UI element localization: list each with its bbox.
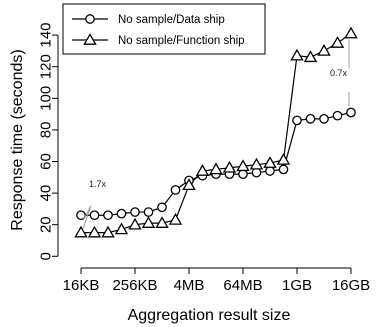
- x-tick-label: 16KB: [63, 277, 100, 294]
- data-point-triangle: [276, 153, 291, 165]
- data-point-triangle: [168, 213, 183, 225]
- plot-markers: [74, 26, 358, 238]
- annotation-arrow-line: [82, 205, 92, 229]
- annotation-arrow-line: [82, 205, 92, 221]
- annotation-label: 1.7x: [89, 179, 107, 189]
- legend-marker-triangle: [83, 33, 97, 45]
- data-point-triangle: [155, 216, 169, 228]
- data-point-circle: [305, 113, 316, 124]
- data-point-circle: [89, 210, 100, 221]
- data-point-triangle: [195, 164, 210, 176]
- data-point-triangle: [74, 225, 88, 238]
- data-point-circle: [292, 115, 302, 126]
- y-tick-label: 0: [38, 252, 55, 260]
- data-point-circle: [130, 207, 140, 217]
- legend-label: No sample/Data ship: [118, 14, 225, 26]
- data-point-circle: [157, 202, 167, 213]
- data-point-circle: [238, 169, 248, 179]
- data-point-circle: [143, 207, 154, 217]
- annotation-label: 0.7x: [330, 68, 348, 78]
- y-tick-label: 100: [38, 86, 55, 111]
- legend-marker-circle: [85, 14, 95, 24]
- data-point-triangle: [114, 222, 129, 235]
- legend-label: No sample/Function ship: [118, 35, 245, 47]
- data-point-circle: [170, 185, 181, 195]
- data-point-triangle: [209, 162, 223, 175]
- y-tick-label: 80: [38, 122, 55, 139]
- data-point-triangle: [236, 159, 250, 172]
- y-tick-label: 20: [38, 216, 55, 233]
- data-point-circle: [265, 166, 275, 176]
- legend-box: [62, 3, 266, 55]
- data-point-circle: [319, 113, 329, 124]
- annotations: 1.7x 0.7x: [82, 39, 350, 229]
- plot-lines: [81, 33, 352, 234]
- y-tick-label: 60: [38, 153, 55, 170]
- data-point-triangle: [303, 50, 318, 63]
- data-point-triangle: [141, 216, 156, 228]
- x-tick-label: 1GB: [282, 277, 312, 294]
- data-point-triangle: [101, 225, 115, 238]
- data-point-circle: [116, 208, 127, 219]
- data-point-triangle: [182, 178, 196, 191]
- legend: No sample/Data ship No sample/Function sh…: [62, 3, 266, 55]
- y-axis-title: Response time (seconds): [9, 49, 26, 230]
- data-point-triangle: [128, 217, 142, 230]
- y-tick-label: 120: [38, 54, 55, 79]
- data-point-triangle: [222, 160, 237, 173]
- data-point-triangle: [263, 156, 277, 168]
- data-point-triangle: [344, 26, 358, 39]
- series-line-2: [81, 33, 352, 234]
- data-point-triangle: [249, 157, 264, 170]
- y-tick-label: 40: [38, 185, 55, 202]
- data-point-circle: [103, 210, 113, 221]
- data-point-triangle: [87, 225, 102, 238]
- data-point-circle: [346, 107, 356, 118]
- data-point-circle: [332, 110, 343, 121]
- x-axis-title: Aggregation result size: [128, 307, 291, 324]
- x-tick-label: 256KB: [112, 277, 157, 294]
- x-tick-label: 16GB: [332, 277, 370, 294]
- data-point-triangle: [290, 48, 304, 61]
- data-point-triangle: [330, 36, 345, 48]
- x-tick-label: 4MB: [174, 277, 205, 294]
- data-point-triangle: [317, 43, 331, 56]
- x-tick-label: 64MB: [223, 277, 262, 294]
- data-point-circle: [278, 164, 289, 175]
- y-tick-label: 140: [38, 23, 55, 48]
- x-axis: 16KB 256KB 4MB 64MB 1GB 16GB: [63, 267, 370, 294]
- y-axis: 0 20 40 60 80 100 120 140: [38, 23, 59, 260]
- data-point-circle: [251, 167, 262, 178]
